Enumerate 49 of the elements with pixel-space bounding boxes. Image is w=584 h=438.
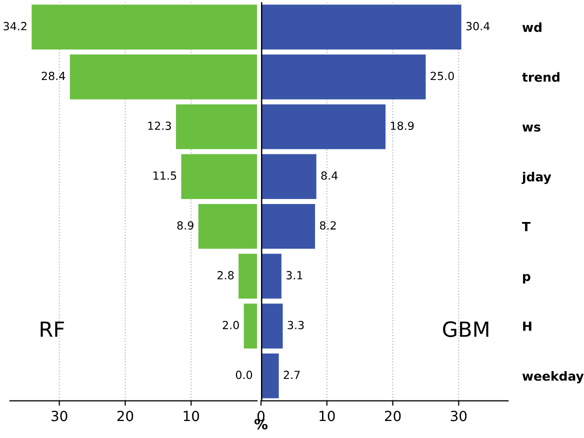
- bar: [261, 304, 283, 348]
- bar: [261, 4, 462, 50]
- y-tick-label: weekday: [522, 371, 584, 384]
- x-tick-label: 0: [258, 410, 264, 422]
- bar: [70, 54, 258, 100]
- x-tick-label: 10: [320, 410, 335, 422]
- bar: [261, 353, 279, 398]
- text: GBM: [443, 321, 488, 338]
- data-label: 0.0: [236, 370, 252, 380]
- data-label: 2.8: [218, 271, 234, 280]
- data-label: 11.5: [154, 172, 176, 180]
- data-label: 34.2: [4, 22, 26, 30]
- data-label: 3.1: [286, 271, 302, 280]
- bar: [32, 4, 258, 50]
- data-label: 3.3: [288, 320, 304, 330]
- data-label: 30.4: [466, 22, 490, 30]
- y-tick-label: p: [523, 274, 530, 284]
- data-label: 12.3: [148, 122, 171, 130]
- bar: [176, 104, 258, 150]
- bar: [261, 154, 316, 199]
- data-label: 2.7: [284, 370, 300, 379]
- x-tick-label: 30: [450, 410, 467, 422]
- bar: [261, 104, 386, 150]
- x-tick-label: 30: [52, 410, 68, 422]
- x-axis-title: %: [254, 418, 268, 430]
- bar: [198, 204, 258, 249]
- bar: [261, 54, 426, 100]
- data-label: 8.2: [320, 221, 336, 230]
- y-tick-label: H: [523, 322, 532, 331]
- bar: [261, 204, 316, 249]
- y-tick-label: ws: [522, 124, 540, 132]
- text: RF: [40, 322, 64, 337]
- y-tick-label: T: [522, 222, 530, 232]
- x-tick-label: 10: [184, 410, 200, 422]
- x-tick-label: 20: [117, 410, 134, 422]
- data-label: 2.0: [222, 320, 239, 330]
- data-label: 8.4: [321, 171, 338, 180]
- bar: [238, 254, 258, 299]
- data-label: 18.9: [390, 122, 414, 130]
- y-tick-label: jday: [522, 172, 552, 184]
- bar: [244, 304, 258, 348]
- bar: [181, 154, 258, 199]
- data-label: 8.9: [177, 221, 194, 230]
- y-tick-label: trend: [522, 72, 560, 82]
- data-label: 25.0: [430, 72, 454, 80]
- bar: [261, 254, 282, 299]
- y-tick-label: wd: [522, 22, 542, 32]
- data-label: 28.4: [42, 72, 66, 80]
- x-tick-label: 20: [384, 410, 401, 422]
